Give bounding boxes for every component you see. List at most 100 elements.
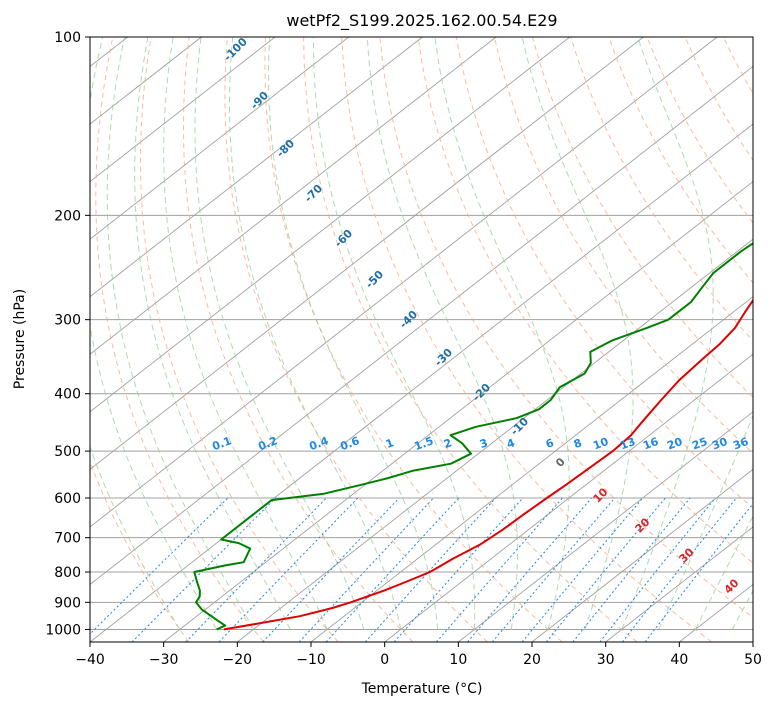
plot-frame — [89, 36, 754, 643]
isotherm-line — [90, 37, 571, 413]
moist-adiabat-line — [521, 37, 634, 630]
mixing-ratio-line — [599, 497, 716, 642]
mixing-ratio-label: 10 — [591, 435, 610, 453]
dry-adiabat-label: -80 — [274, 137, 297, 160]
moist-adiabat-line — [658, 414, 753, 630]
dry-adiabat-label: -50 — [363, 268, 386, 291]
moist-adiabat-line — [313, 37, 476, 630]
isotherm-line — [90, 65, 753, 586]
chart-title: wetPf2_S199.2025.162.00.54.E29 — [286, 11, 557, 31]
mixing-ratio-line — [90, 497, 229, 635]
moist-adiabat-line — [731, 589, 753, 630]
dry-adiabat-line — [762, 37, 775, 642]
y-tick-label: 300 — [54, 313, 81, 329]
mixing-ratio-line — [218, 497, 359, 642]
mixing-ratio-line — [393, 497, 524, 642]
mixing-ratio-line — [545, 497, 666, 642]
y-tick-label: 800 — [54, 565, 81, 581]
isotherm-line — [90, 37, 644, 470]
isotherm-line — [679, 583, 753, 642]
mixing-ratio-label: 13 — [618, 435, 637, 452]
x-tick-label: −30 — [149, 652, 179, 668]
moist-adiabat-label: 30 — [677, 545, 697, 565]
isotherm-line — [310, 296, 753, 642]
isotherm-line — [90, 37, 350, 240]
mixing-ratio-line — [572, 497, 691, 642]
dry-adiabat-label: -70 — [302, 182, 325, 205]
dry-adiabat-line — [455, 37, 753, 509]
moist-adiabat-label: 40 — [722, 576, 742, 596]
ticks-layer: −40 −30 −20 −10 0 10 20 30 40 5010020030040050060… — [45, 30, 762, 668]
moist-adiabat-line — [90, 444, 181, 630]
isotherm-line — [90, 37, 718, 528]
dry-adiabat-line — [417, 37, 753, 564]
dry-adiabat-line — [570, 37, 753, 342]
thermo-lines-layer — [90, 37, 775, 642]
dry-adiabat-line — [493, 37, 753, 454]
isotherm-line — [90, 123, 753, 642]
dry-adiabat-label: -30 — [432, 346, 455, 369]
isotherm-line — [384, 353, 753, 642]
dry-adiabat-line — [264, 37, 563, 642]
dry-adiabat-line — [182, 37, 414, 642]
mixing-ratio-line — [185, 497, 327, 642]
y-tick-label: 200 — [54, 208, 81, 224]
moist-adiabat-line — [163, 37, 328, 630]
temperature-profile-line — [223, 298, 753, 631]
dry-adiabat-label: -90 — [248, 89, 271, 112]
mixing-ratio-label: 1 — [384, 436, 396, 451]
isotherm-line — [90, 37, 497, 355]
y-tick-label: 600 — [54, 491, 81, 507]
mixing-ratio-label: 25 — [690, 435, 709, 452]
moist-adiabat-line — [366, 37, 518, 630]
mixing-ratio-label: 30 — [710, 435, 729, 453]
x-tick-label: 0 — [380, 652, 389, 668]
isotherm-line — [458, 411, 753, 642]
dry-adiabat-label: -20 — [470, 381, 493, 404]
y-tick-label: 400 — [54, 387, 81, 403]
dry-adiabat-label: -40 — [397, 308, 420, 331]
mixing-ratio-label: 16 — [641, 435, 660, 453]
isotherm-line — [531, 468, 753, 642]
moist-adiabat-line — [434, 37, 570, 630]
mixing-ratio-line — [622, 497, 737, 642]
mixing-ratio-line — [325, 497, 460, 642]
moist-adiabat-label: 10 — [591, 485, 611, 505]
mixing-ratio-line — [364, 497, 497, 642]
isotherm-line — [90, 37, 276, 183]
mixing-ratio-line — [491, 497, 616, 642]
mixing-ratio-label: 8 — [572, 436, 584, 451]
isotherm-line — [752, 641, 753, 642]
y-tick-label: 100 — [54, 30, 81, 46]
mixing-ratio-label: 0.4 — [307, 434, 330, 453]
moist-adiabat-line — [194, 37, 365, 630]
y-tick-label: 900 — [54, 595, 81, 611]
x-axis-label: Temperature (°C) — [361, 681, 483, 697]
mixing-ratio-label: 2 — [442, 436, 454, 451]
dry-adiabat-line — [341, 37, 713, 642]
mixing-ratio-line — [436, 497, 563, 642]
dry-adiabat-line — [608, 37, 753, 284]
mixing-ratio-label: 3 — [478, 436, 490, 451]
mixing-ratio-line — [467, 497, 592, 642]
moist-adiabat-line — [267, 37, 439, 630]
moist-adiabat-line — [90, 37, 218, 630]
mixing-ratio-label: 0.1 — [210, 434, 233, 453]
mixing-ratio-label: 20 — [665, 435, 684, 453]
dewpoint-profile-line — [193, 242, 753, 631]
x-tick-label: −40 — [75, 652, 105, 668]
mixing-ratio-line — [644, 502, 753, 642]
isotherm-line — [163, 181, 753, 642]
moist-adiabat-line — [106, 37, 254, 630]
isotherm-line — [237, 238, 753, 642]
dry-adiabat-line — [139, 37, 339, 642]
moist-adiabat-line — [134, 37, 291, 630]
dry-adiabat-label: -10 — [508, 415, 531, 438]
dry-adiabat-line — [722, 37, 753, 95]
mixing-ratio-label: 0.2 — [256, 434, 279, 453]
isotherm-line — [90, 37, 423, 298]
mixing-ratio-label: 0.6 — [338, 434, 361, 453]
x-tick-label: 30 — [597, 652, 615, 668]
y-tick-label: 500 — [54, 444, 81, 460]
